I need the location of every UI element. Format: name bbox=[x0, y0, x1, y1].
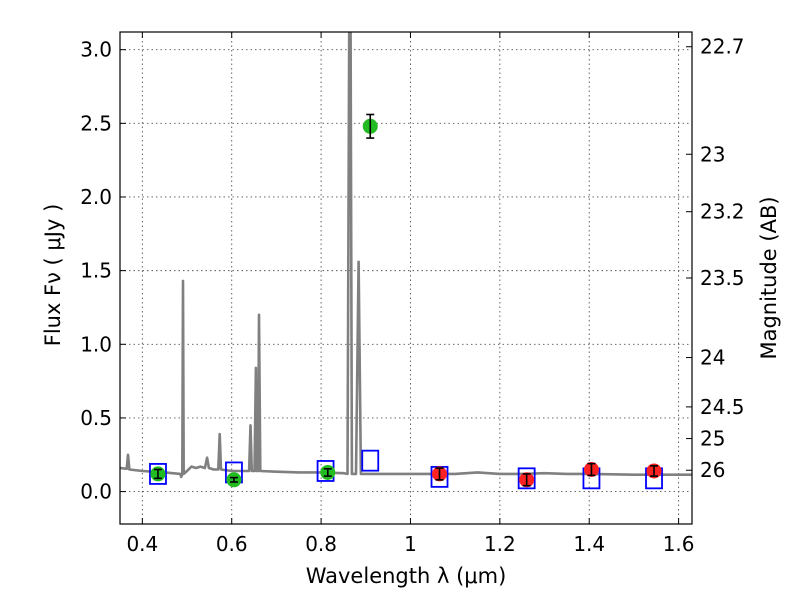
y2-tick-label: 23 bbox=[700, 142, 725, 166]
y2-tick-label: 25 bbox=[700, 427, 725, 451]
x-tick-label: 0.8 bbox=[305, 532, 337, 556]
plot-area bbox=[120, 32, 692, 490]
y-tick-label: 0.0 bbox=[80, 480, 112, 504]
series-group bbox=[120, 32, 692, 490]
y-tick-label: 1.0 bbox=[80, 332, 112, 356]
y2-tick-label: 26 bbox=[700, 458, 725, 482]
y-tick-label: 2.5 bbox=[80, 111, 112, 135]
x-tick-label: 1.6 bbox=[663, 532, 695, 556]
x-tick-label: 0.4 bbox=[126, 532, 158, 556]
x-axis-label: Wavelength λ (μm) bbox=[306, 564, 507, 588]
spectrum-line bbox=[120, 32, 692, 479]
grid bbox=[120, 32, 692, 524]
x-tick-label: 1.2 bbox=[484, 532, 516, 556]
y-tick-label: 2.0 bbox=[80, 185, 112, 209]
y-tick-label: 3.0 bbox=[80, 38, 112, 62]
y2-axis-label: Magnitude (AB) bbox=[757, 196, 781, 359]
y2-tick-label: 24 bbox=[700, 346, 725, 370]
y2-tick-label: 24.5 bbox=[700, 395, 745, 419]
y-tick-label: 0.5 bbox=[80, 406, 112, 430]
x-tick-label: 1 bbox=[404, 532, 417, 556]
y-axis-label: Flux Fν ( μJy ) bbox=[41, 204, 65, 347]
y2-tick-label: 23.2 bbox=[700, 200, 745, 224]
model-flux-square bbox=[361, 449, 380, 472]
axes-ticks: 0.4 0.6 0.8 1 1.2 1.4 1.6 0.0 0.5 1.0 1.5 2.0 2.5 3.0… bbox=[80, 32, 745, 556]
y2-tick-label: 22.7 bbox=[700, 35, 745, 59]
model-flux-square bbox=[149, 463, 167, 485]
model-flux-square bbox=[517, 467, 536, 490]
x-tick-label: 1.4 bbox=[573, 532, 605, 556]
x-tick-label: 0.6 bbox=[216, 532, 248, 556]
y2-tick-label: 23.5 bbox=[700, 266, 745, 290]
y-tick-label: 1.5 bbox=[80, 259, 112, 283]
